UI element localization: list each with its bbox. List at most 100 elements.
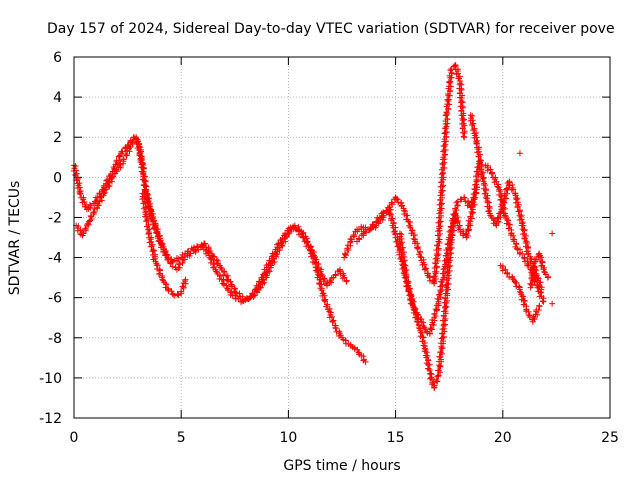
data-point [464, 226, 471, 233]
y-tick-label: -4 [48, 251, 62, 267]
data-point [271, 258, 278, 265]
data-point [321, 297, 328, 304]
data-point [426, 274, 433, 281]
data-point [143, 213, 150, 220]
y-tick-label: 4 [53, 90, 62, 106]
data-point [379, 210, 386, 217]
data-point [436, 210, 443, 217]
x-tick-label: 20 [494, 430, 512, 446]
data-point [441, 164, 448, 171]
data-point [458, 99, 465, 106]
data-point [500, 209, 507, 216]
data-point [146, 226, 153, 233]
data-point [421, 266, 428, 273]
x-tick-labels: 0 5 10 15 20 25 [70, 430, 619, 446]
data-point [437, 218, 444, 225]
data-point [329, 318, 336, 325]
data-point [444, 264, 451, 271]
data-point [435, 228, 442, 235]
data-point [483, 187, 490, 194]
y-tick-label: 6 [53, 50, 62, 66]
data-point [286, 228, 293, 235]
data-point [414, 244, 421, 251]
data-point [535, 251, 542, 258]
data-point [494, 215, 501, 222]
data-point [513, 196, 520, 203]
data-point [122, 151, 129, 158]
data-point [442, 315, 449, 322]
data-point [525, 250, 532, 257]
data-point [143, 218, 150, 225]
data-point [400, 264, 407, 271]
data-point [513, 240, 520, 247]
data-point [439, 200, 446, 207]
data-point [501, 212, 508, 219]
y-tick-label: -8 [48, 331, 62, 347]
data-point [175, 291, 182, 298]
data-point [387, 210, 394, 217]
data-point [503, 186, 510, 193]
data-point [537, 279, 544, 286]
data-point [442, 290, 449, 297]
data-point [436, 236, 443, 243]
x-axis-label: GPS time / hours [283, 458, 400, 474]
data-point [261, 277, 268, 284]
data-point [351, 345, 358, 352]
data-point [162, 247, 169, 254]
y-tick-label: -2 [48, 210, 62, 226]
data-point [187, 250, 194, 257]
data-point [397, 240, 404, 247]
data-point [478, 170, 485, 177]
data-point [549, 300, 556, 307]
data-point [415, 324, 422, 331]
data-point [337, 332, 344, 339]
data-point [400, 258, 407, 265]
data-point [80, 196, 87, 203]
data-point [350, 232, 357, 239]
data-point [426, 361, 433, 368]
data-point [443, 129, 450, 136]
data-point [438, 201, 445, 208]
data-point [414, 245, 421, 252]
data-point [88, 213, 95, 220]
data-point [440, 321, 447, 328]
data-point [463, 231, 470, 238]
data-point [380, 209, 387, 216]
data-point [81, 225, 88, 232]
data-point [332, 325, 339, 332]
data-point [444, 272, 451, 279]
data-point [482, 194, 489, 201]
data-point [105, 179, 112, 186]
data-point [182, 276, 189, 283]
data-point [79, 229, 86, 236]
grid-lines [74, 57, 610, 418]
data-point [435, 245, 442, 252]
data-point [491, 217, 498, 224]
data-point [497, 209, 504, 216]
data-point [460, 133, 467, 140]
data-point [453, 199, 460, 206]
data-point [534, 284, 541, 291]
data-point [483, 195, 490, 202]
plot-frame [73, 56, 611, 419]
data-point [253, 288, 260, 295]
data-point [341, 250, 348, 257]
data-point [437, 218, 444, 225]
data-point [459, 129, 466, 136]
data-point [446, 101, 453, 108]
data-point [169, 263, 176, 270]
data-point [420, 334, 427, 341]
data-point [164, 256, 171, 263]
data-point [517, 213, 524, 220]
data-point [141, 195, 148, 202]
data-point [418, 329, 425, 336]
data-point [519, 293, 526, 300]
data-point [366, 226, 373, 233]
data-point [457, 228, 464, 235]
x-tick-label: 25 [601, 430, 619, 446]
data-point [448, 70, 455, 77]
data-point [147, 236, 154, 243]
data-point [398, 235, 405, 242]
data-point [326, 305, 333, 312]
